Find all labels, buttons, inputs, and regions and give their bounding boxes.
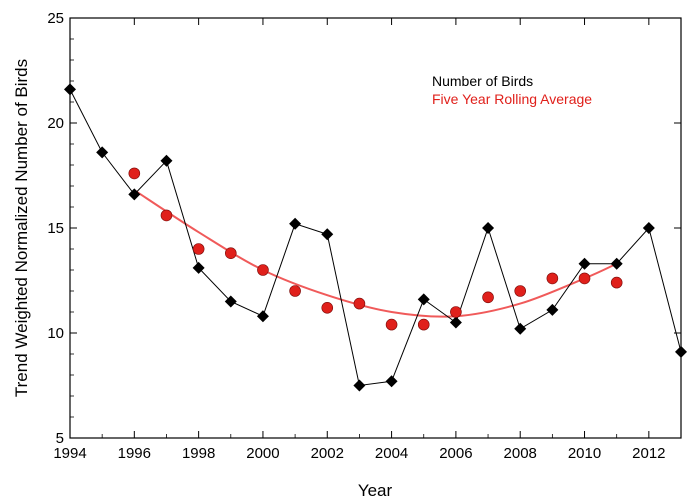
number-of-birds-point: [578, 257, 591, 270]
number-of-birds-point: [514, 322, 527, 335]
y-axis-ticks: 5 10 15 20 25: [47, 10, 681, 447]
x-tick-label: 1998: [182, 445, 215, 462]
x-tick-label: 2012: [632, 445, 665, 462]
number-of-birds-point: [353, 379, 366, 392]
rolling-average-point: [192, 243, 205, 255]
rolling-average-point: [578, 272, 591, 285]
x-tick-label: 1996: [118, 445, 151, 462]
y-tick-label: 10: [47, 325, 64, 342]
number-of-birds-point: [160, 154, 173, 167]
x-tick-label: 2006: [439, 445, 472, 462]
number-of-birds-point: [321, 228, 334, 241]
legend-entry-number-of-birds: Number of Birds: [432, 73, 533, 89]
number-of-birds-point: [64, 83, 76, 96]
legend: Number of Birds Five Year Rolling Averag…: [432, 73, 592, 107]
rolling-average-point: [546, 272, 559, 285]
x-tick-label: 2008: [504, 445, 537, 462]
rolling-average-point: [289, 285, 301, 297]
rolling-average-point: [128, 167, 141, 180]
number-of-birds-point: [482, 222, 495, 234]
trend-curve-layer: [133, 189, 618, 318]
y-axis-title: Trend Weighted Normalized Number of Bird…: [12, 59, 31, 397]
x-tick-label: 2000: [246, 445, 279, 462]
number-of-birds-line: [69, 89, 682, 387]
x-tick-label: 2002: [311, 445, 344, 462]
number-of-birds-point: [256, 310, 269, 323]
number-of-birds-point: [96, 146, 109, 159]
rolling-average-point: [224, 247, 237, 259]
number-of-birds-point: [417, 293, 430, 306]
rolling-average-point: [450, 306, 462, 318]
number-of-birds-point: [546, 303, 559, 316]
rolling-average-point: [417, 318, 430, 331]
number-of-birds-point: [385, 375, 398, 388]
rolling-average-trend-curve: [133, 189, 618, 318]
legend-entry-rolling-average: Five Year Rolling Average: [432, 91, 592, 107]
number-of-birds-point: [192, 261, 205, 274]
y-tick-label: 25: [47, 10, 64, 27]
number-of-birds-point: [128, 188, 141, 201]
rolling-average-point: [610, 276, 623, 289]
rolling-average-point: [353, 297, 366, 310]
y-tick-label: 5: [56, 430, 64, 447]
x-tick-label: 1994: [53, 445, 86, 462]
number-of-birds-point: [449, 316, 462, 329]
rolling-average-point: [257, 264, 269, 276]
number-of-birds-point: [610, 257, 623, 270]
number-of-birds-series: [64, 83, 687, 392]
rolling-average-point: [160, 209, 173, 222]
y-tick-label: 20: [47, 115, 64, 132]
y-tick-label: 15: [47, 220, 64, 237]
rolling-average-point: [321, 301, 334, 314]
x-tick-label: 2010: [568, 445, 601, 462]
rolling-average-point: [482, 291, 494, 304]
rolling-average-series: [128, 167, 623, 331]
number-of-birds-point: [642, 222, 655, 234]
x-axis-ticks: 1994 1996 1998 2000 2002 2004 2006 2008 2010 2012: [53, 18, 666, 462]
x-axis-title: Year: [358, 481, 393, 500]
plot-area: [69, 17, 682, 439]
number-of-birds-point: [675, 345, 687, 358]
rolling-average-point: [514, 285, 527, 297]
number-of-birds-point: [289, 217, 302, 230]
rolling-average-point: [385, 318, 398, 331]
number-of-birds-point: [224, 295, 237, 308]
x-tick-label: 2004: [375, 445, 408, 462]
